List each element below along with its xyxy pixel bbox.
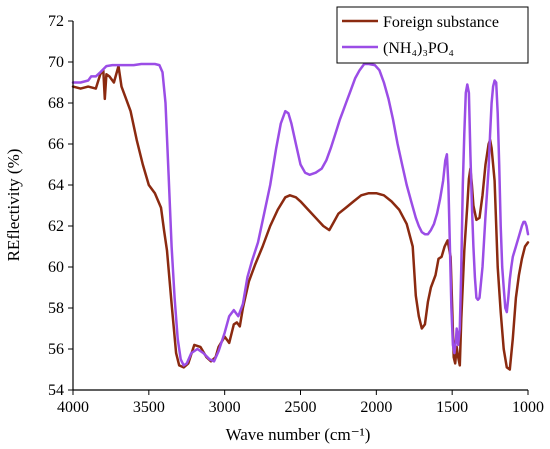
y-tick-label: 70 [48, 54, 64, 71]
y-tick-label: 58 [48, 300, 64, 317]
y-tick-label: 64 [48, 177, 64, 194]
x-tick-label: 1000 [512, 399, 544, 416]
ticks-layer: 4000 3500 3000 2500 2000 1500 1000 54 56 58 60 62 64… [48, 13, 544, 416]
x-tick-label: 3000 [209, 399, 241, 416]
y-axis-title: REflectivity (%) [4, 149, 23, 262]
y-tick-label: 72 [48, 13, 64, 30]
x-tick-label: 2000 [360, 399, 392, 416]
series-line-foreign-substance [71, 64, 530, 371]
legend: Foreign substance (NH₄)₃PO₄ [336, 6, 529, 64]
y-tick-label: 62 [48, 218, 64, 235]
x-tick-label: 2500 [285, 399, 317, 416]
y-tick-label: 54 [48, 382, 64, 399]
x-axis-title: Wave number (cm⁻¹) [226, 425, 371, 444]
x-tick-label: 1500 [436, 399, 468, 416]
y-tick-label: 66 [48, 136, 64, 153]
legend-label-foreign-substance: Foreign substance [383, 14, 499, 31]
series-line-nh4-3po4 [71, 62, 530, 367]
x-tick-label: 4000 [57, 399, 89, 416]
series-layer [71, 62, 530, 371]
x-tick-label: 3500 [133, 399, 165, 416]
legend-box [336, 6, 529, 64]
y-tick-label: 60 [48, 259, 64, 276]
legend-label-nh4-3po4: (NH₄)₃PO₄ [383, 40, 454, 57]
y-tick-label: 56 [48, 341, 64, 358]
y-tick-label: 68 [48, 95, 64, 112]
